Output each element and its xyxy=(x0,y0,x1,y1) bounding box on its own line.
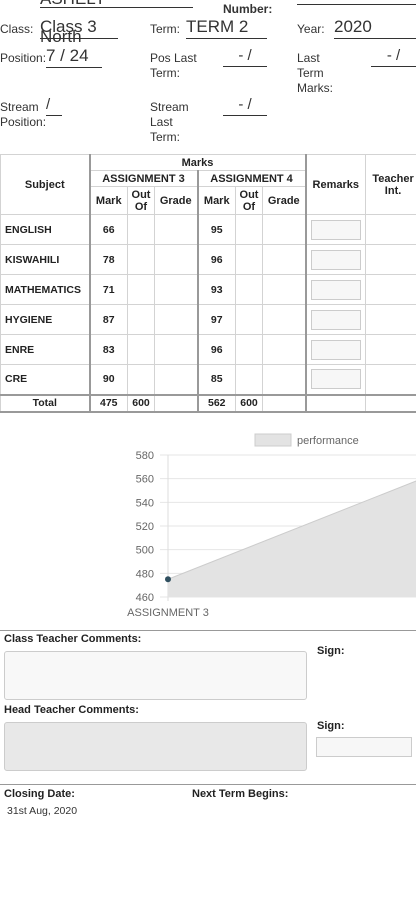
class-teacher-comments-box[interactable] xyxy=(4,651,307,700)
remarks-input[interactable] xyxy=(310,279,361,300)
mark-header: Mark xyxy=(196,186,236,215)
assignment-3-mark: 90 xyxy=(89,364,128,395)
remarks-input[interactable] xyxy=(310,369,361,390)
remarks-input[interactable] xyxy=(310,339,361,360)
head-teacher-sign-label: Sign: xyxy=(317,720,345,732)
subject-header: Subject xyxy=(0,154,91,215)
number-underline xyxy=(297,4,416,5)
next-term-begins-label: Next Term Begins: xyxy=(192,788,289,800)
series-area xyxy=(168,481,416,597)
assignment-4-mark: 96 xyxy=(196,334,236,365)
assignment-3-header: ASSIGNMENT 3 xyxy=(89,170,198,187)
y-tick-label: 500 xyxy=(136,545,154,557)
table-row: KISWAHILI 78 96 xyxy=(0,244,416,275)
assignment-4-mark: 93 xyxy=(196,274,236,305)
position-value: 7 / 24 xyxy=(46,46,102,68)
assignment-3-mark: 87 xyxy=(89,304,128,335)
remarks-input[interactable] xyxy=(310,249,361,270)
assignment-4-header: ASSIGNMENT 4 xyxy=(196,170,307,187)
stream-position-value: / xyxy=(46,96,62,116)
total-a3-mark: 475 xyxy=(89,393,128,413)
assignment-3-mark: 78 xyxy=(89,244,128,275)
pos-last-term-label: Pos Last Term: xyxy=(150,51,197,80)
assignment-3-mark: 71 xyxy=(89,274,128,305)
divider xyxy=(0,784,416,785)
stream-position-label: Stream Position: xyxy=(0,100,47,129)
marks-header: Marks xyxy=(88,154,307,171)
out-of-header: Out Of xyxy=(235,186,263,215)
mark-header: Mark xyxy=(89,186,128,215)
divider xyxy=(0,630,416,631)
closing-date-label: Closing Date: xyxy=(4,788,75,800)
assignment-4-mark: 96 xyxy=(196,244,236,275)
assignment-3-mark: 83 xyxy=(89,334,128,365)
subject-cell: HYGIENE xyxy=(0,304,91,335)
head-teacher-comments-label: Head Teacher Comments: xyxy=(4,704,139,716)
total-a3-out-of: 600 xyxy=(127,393,155,413)
class-stream: North xyxy=(40,27,82,46)
subject-cell: MATHEMATICS xyxy=(0,274,91,305)
head-teacher-comments-box[interactable] xyxy=(4,722,307,771)
x-tick-label: ASSIGNMENT 3 xyxy=(127,607,209,619)
stream-last-term-label: Stream Last Term: xyxy=(150,100,189,144)
assignment-3-mark: 66 xyxy=(89,214,128,245)
class-teacher-comments-label: Class Teacher Comments: xyxy=(4,633,142,645)
term-value: TERM 2 xyxy=(186,17,267,39)
legend-swatch xyxy=(254,433,292,447)
table-row: CRE 90 85 xyxy=(0,364,416,395)
teacher-header: Teacher Int. xyxy=(365,154,416,215)
total-a4-mark: 562 xyxy=(196,393,236,413)
class-value: Class 3 xyxy=(40,17,118,39)
y-tick-label: 520 xyxy=(136,521,154,533)
number-label: Number: xyxy=(223,2,273,16)
last-term-marks-label: Last Term Marks: xyxy=(297,51,333,95)
y-tick-label: 460 xyxy=(136,592,154,604)
y-tick-label: 480 xyxy=(136,568,154,580)
y-tick-label: 560 xyxy=(136,474,154,486)
out-of-header: Out Of xyxy=(127,186,155,215)
position-label: Position: xyxy=(0,51,47,65)
remarks-header: Remarks xyxy=(304,154,367,215)
remarks-input[interactable] xyxy=(310,309,361,330)
remarks-input[interactable] xyxy=(310,219,361,240)
assignment-4-mark: 97 xyxy=(196,304,236,335)
marks-table: Subject Marks Remarks Teacher Int. ASSIG… xyxy=(0,154,416,413)
assignment-4-mark: 95 xyxy=(196,214,236,245)
performance-chart: 460 480 500 520 540 560 580 ASSIGNMENT 3 perform… xyxy=(127,433,416,619)
y-tick-label: 540 xyxy=(136,497,154,509)
total-row: Total 475 600 562 600 xyxy=(0,393,416,413)
total-a4-out-of: 600 xyxy=(235,393,263,413)
class-teacher-sign-label: Sign: xyxy=(317,645,345,657)
subject-cell: CRE xyxy=(0,364,91,395)
grade-header: Grade xyxy=(154,186,198,215)
closing-date-value: 31st Aug, 2020 xyxy=(7,805,78,817)
subject-cell: ENRE xyxy=(0,334,91,365)
table-row: ENGLISH 66 95 xyxy=(0,214,416,245)
total-label: Total xyxy=(0,393,91,413)
legend-label: performance xyxy=(297,435,359,447)
pos-last-term-value: - / xyxy=(223,47,267,67)
data-point xyxy=(165,576,171,583)
class-label: Class: xyxy=(0,22,34,36)
table-row: MATHEMATICS 71 93 xyxy=(0,274,416,305)
table-row: ENRE 83 96 xyxy=(0,334,416,365)
series-line xyxy=(167,480,416,580)
stream-last-term-value: - / xyxy=(223,96,267,116)
table-row: HYGIENE 87 97 xyxy=(0,304,416,335)
y-tick-label: 580 xyxy=(136,450,154,462)
student-name: ASHELY xyxy=(40,0,193,8)
head-teacher-sign-box[interactable] xyxy=(316,737,412,757)
last-term-marks-value: - / xyxy=(371,47,416,67)
subject-cell: KISWAHILI xyxy=(0,244,91,275)
year-value: 2020 xyxy=(334,17,416,39)
year-label: Year: xyxy=(297,22,325,36)
grade-header: Grade xyxy=(261,186,307,215)
term-label: Term: xyxy=(150,22,180,36)
subject-cell: ENGLISH xyxy=(0,214,91,245)
assignment-4-mark: 85 xyxy=(196,364,236,395)
